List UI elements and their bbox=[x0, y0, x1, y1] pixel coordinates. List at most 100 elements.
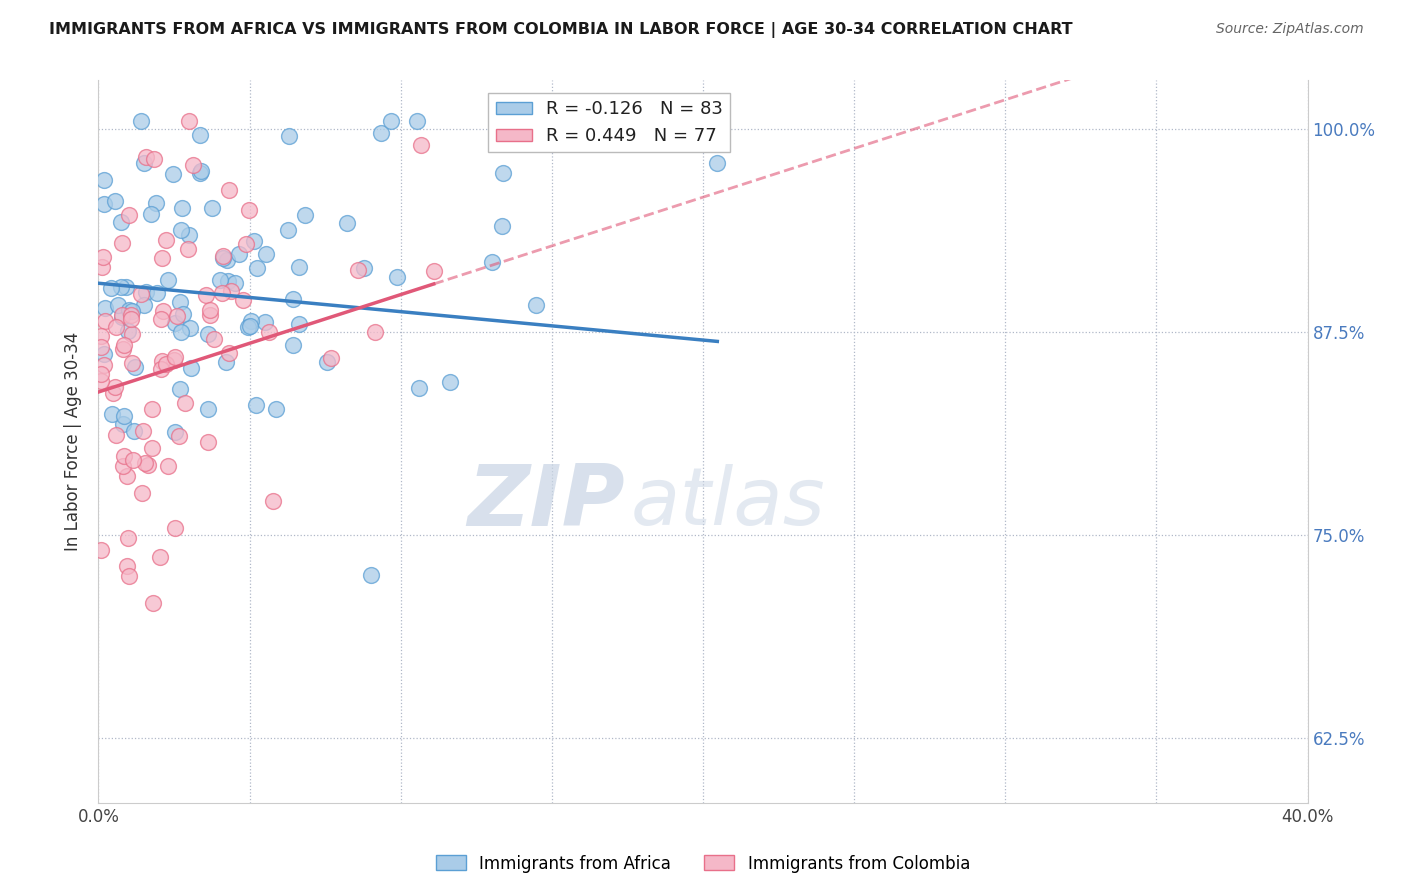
Point bbox=[319, 351, 342, 365]
Point bbox=[173, 396, 195, 410]
Point bbox=[439, 375, 461, 389]
Point bbox=[277, 223, 299, 237]
Point bbox=[131, 485, 153, 500]
Point bbox=[122, 425, 145, 439]
Point bbox=[146, 286, 169, 301]
Point bbox=[121, 356, 143, 370]
Point bbox=[190, 164, 212, 178]
Point bbox=[152, 303, 174, 318]
Point bbox=[115, 279, 138, 293]
Point bbox=[93, 173, 115, 187]
Point bbox=[262, 494, 284, 508]
Point bbox=[129, 286, 152, 301]
Point bbox=[238, 203, 260, 218]
Point bbox=[107, 298, 129, 312]
Point bbox=[245, 398, 267, 412]
Point bbox=[90, 367, 112, 381]
Legend: Immigrants from Africa, Immigrants from Colombia: Immigrants from Africa, Immigrants from … bbox=[429, 848, 977, 880]
Text: Source: ZipAtlas.com: Source: ZipAtlas.com bbox=[1216, 22, 1364, 37]
Point bbox=[124, 359, 146, 374]
Point bbox=[90, 260, 112, 274]
Point bbox=[134, 298, 156, 312]
Point bbox=[100, 281, 122, 295]
Point bbox=[94, 313, 117, 327]
Legend: R = -0.126   N = 83, R = 0.449   N = 77: R = -0.126 N = 83, R = 0.449 N = 77 bbox=[488, 93, 730, 153]
Point bbox=[141, 401, 163, 416]
Point bbox=[131, 114, 153, 128]
Point bbox=[177, 243, 200, 257]
Point bbox=[239, 318, 262, 333]
Point bbox=[405, 114, 427, 128]
Point bbox=[197, 327, 219, 342]
Point bbox=[111, 342, 134, 356]
Point bbox=[169, 429, 191, 443]
Point bbox=[370, 126, 392, 140]
Point bbox=[90, 374, 112, 388]
Point bbox=[155, 358, 177, 372]
Point bbox=[157, 458, 180, 473]
Point bbox=[118, 208, 141, 222]
Point bbox=[197, 435, 219, 450]
Point bbox=[212, 250, 235, 264]
Point bbox=[194, 287, 217, 301]
Point bbox=[121, 326, 143, 341]
Point bbox=[224, 276, 246, 290]
Point bbox=[208, 273, 231, 287]
Point bbox=[188, 166, 211, 180]
Point bbox=[166, 310, 188, 324]
Point bbox=[169, 382, 191, 396]
Point bbox=[90, 329, 112, 343]
Point bbox=[360, 568, 382, 582]
Point bbox=[93, 358, 115, 372]
Point bbox=[149, 362, 172, 376]
Point bbox=[169, 294, 191, 309]
Point bbox=[172, 307, 194, 321]
Point bbox=[264, 401, 287, 416]
Point bbox=[491, 219, 513, 233]
Point bbox=[150, 354, 173, 368]
Point bbox=[150, 312, 173, 326]
Point bbox=[104, 428, 127, 442]
Point bbox=[353, 260, 375, 275]
Point bbox=[491, 166, 513, 180]
Point bbox=[91, 250, 114, 264]
Point bbox=[228, 247, 250, 261]
Point bbox=[188, 128, 211, 143]
Point bbox=[105, 320, 128, 334]
Point bbox=[149, 549, 172, 564]
Point bbox=[315, 355, 337, 369]
Point bbox=[254, 247, 277, 261]
Point bbox=[143, 153, 166, 167]
Point bbox=[246, 260, 269, 275]
Point bbox=[201, 202, 224, 216]
Point bbox=[135, 150, 157, 164]
Point bbox=[111, 235, 134, 250]
Point bbox=[136, 458, 159, 473]
Y-axis label: In Labor Force | Age 30-34: In Labor Force | Age 30-34 bbox=[65, 332, 83, 551]
Point bbox=[162, 167, 184, 181]
Point bbox=[288, 317, 311, 331]
Point bbox=[215, 354, 238, 368]
Point bbox=[232, 293, 254, 307]
Point bbox=[111, 310, 134, 324]
Point bbox=[236, 319, 259, 334]
Point bbox=[177, 114, 200, 128]
Point bbox=[134, 456, 156, 470]
Point bbox=[408, 381, 430, 395]
Point bbox=[277, 128, 299, 143]
Point bbox=[198, 308, 221, 322]
Point bbox=[243, 234, 266, 248]
Point bbox=[157, 273, 180, 287]
Point bbox=[141, 441, 163, 455]
Point bbox=[122, 452, 145, 467]
Text: ZIP: ZIP bbox=[467, 461, 624, 544]
Point bbox=[283, 292, 305, 306]
Point bbox=[253, 315, 276, 329]
Point bbox=[409, 138, 432, 153]
Point bbox=[139, 206, 162, 220]
Point bbox=[165, 521, 187, 535]
Point bbox=[380, 114, 402, 128]
Point bbox=[165, 351, 187, 365]
Point bbox=[93, 347, 115, 361]
Point bbox=[117, 532, 139, 546]
